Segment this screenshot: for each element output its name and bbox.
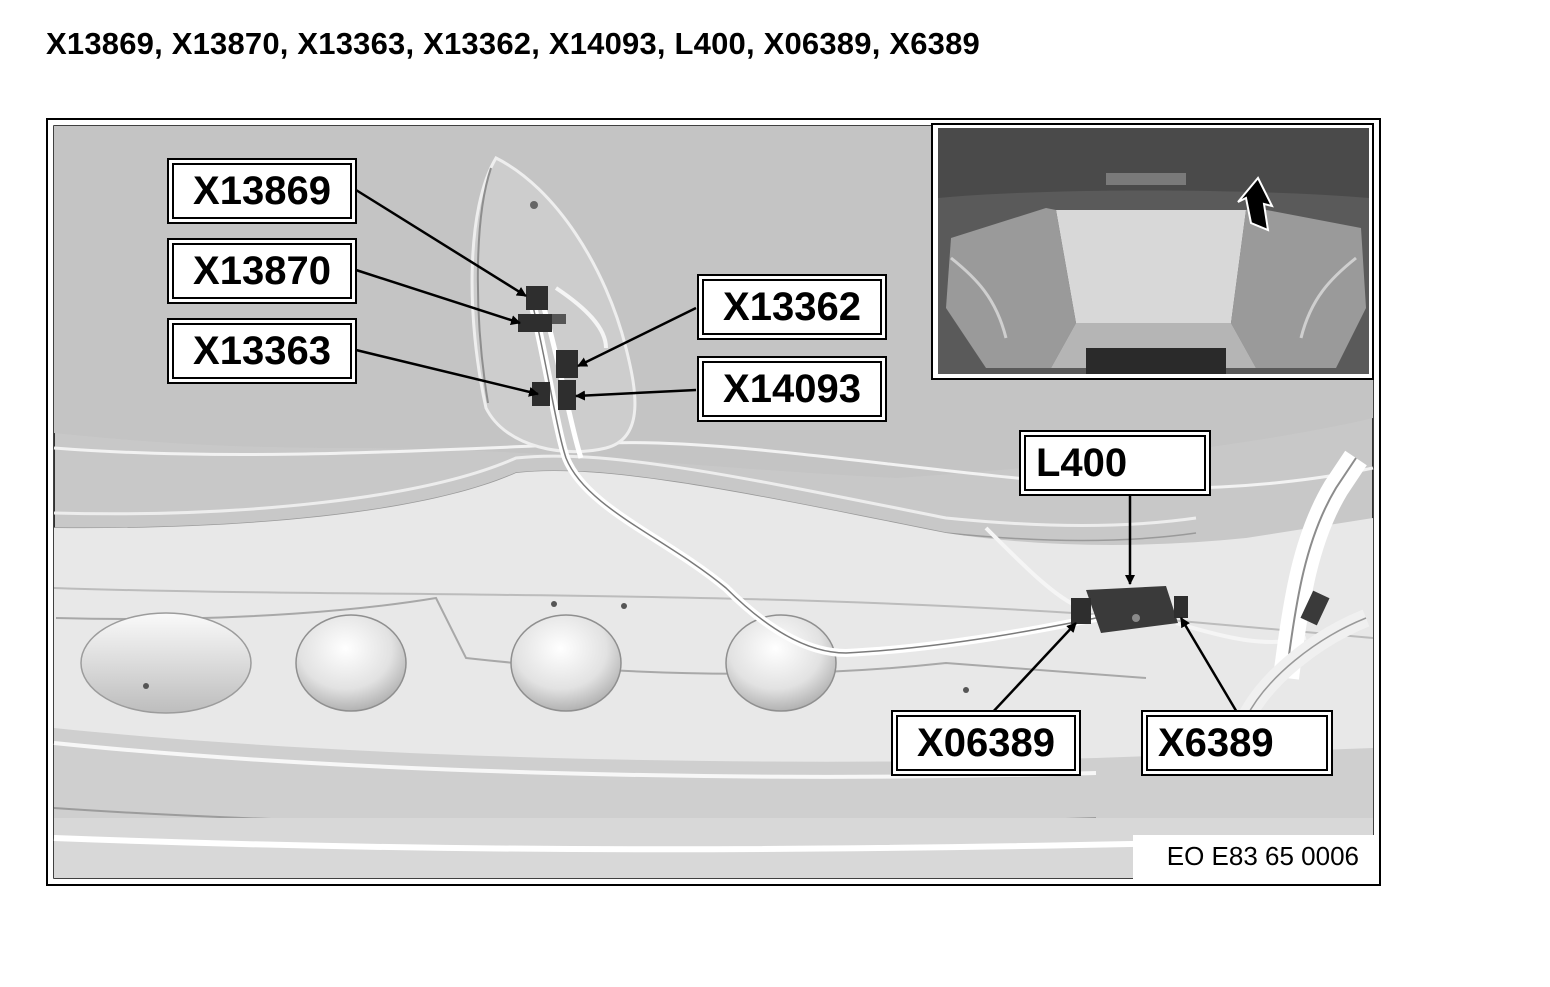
label-x14093: X14093: [702, 361, 882, 417]
label-x13363: X13363: [172, 323, 352, 379]
up-arrow-icon: [1237, 176, 1274, 232]
page-title: X13869, X13870, X13363, X13362, X14093, …: [46, 26, 980, 61]
diagram-figure: X13869 X13870 X13363 X13362 X14093 L400 …: [46, 118, 1381, 886]
l400-module: [1071, 586, 1188, 633]
label-x6389: X6389: [1146, 715, 1328, 771]
vehicle-overview-inset: [931, 123, 1374, 380]
label-x13869: X13869: [172, 163, 352, 219]
label-x13870: X13870: [172, 243, 352, 299]
label-l400: L400: [1024, 435, 1206, 491]
leader-lines: [355, 188, 1240, 715]
figure-reference-code: EO E83 65 0006: [1132, 835, 1375, 880]
label-x06389: X06389: [896, 715, 1076, 771]
label-x13362: X13362: [702, 279, 882, 335]
connector-cluster-top: [518, 286, 578, 410]
